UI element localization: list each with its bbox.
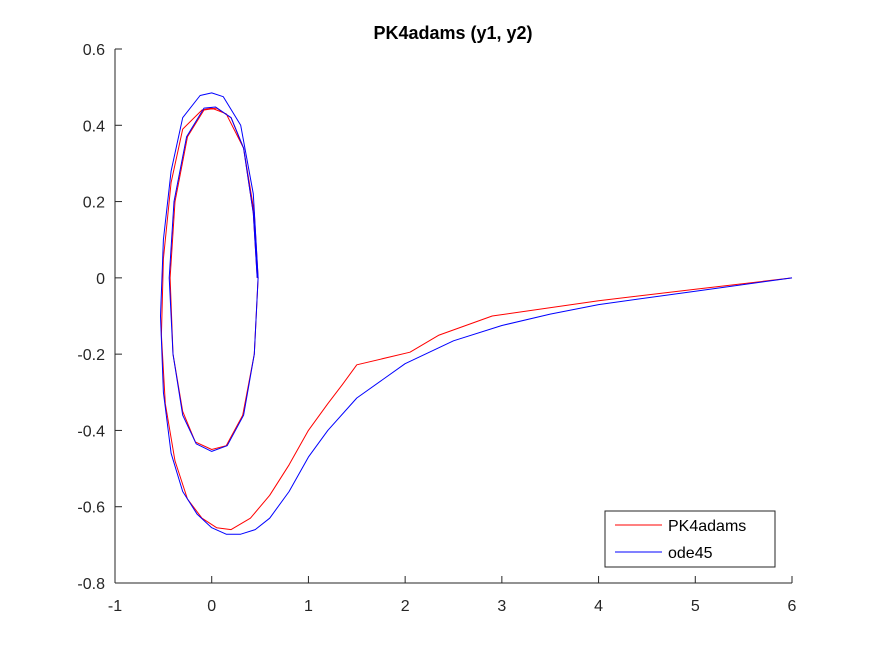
y-tick-label: 0.4 xyxy=(83,118,105,135)
chart-title: PK4adams (y1, y2) xyxy=(373,23,532,43)
x-tick-label: 6 xyxy=(788,598,797,615)
legend-box xyxy=(604,510,776,568)
x-tick-label: 4 xyxy=(594,598,603,615)
legend: PK4adams ode45 xyxy=(604,510,776,568)
legend-label-ode45: ode45 xyxy=(668,545,713,562)
y-ticks-group: -0.8 -0.6 -0.4 -0.2 0 0.2 0.4 0.6 xyxy=(77,42,122,593)
y-tick-label: -0.6 xyxy=(77,500,105,517)
x-tick-label: -1 xyxy=(108,598,122,615)
x-tick-label: 2 xyxy=(401,598,410,615)
y-tick-label: 0.6 xyxy=(83,42,105,59)
plot-series-group xyxy=(160,92,793,535)
y-tick-label: -0.4 xyxy=(77,423,105,440)
y-tick-label: 0 xyxy=(96,271,105,288)
legend-label-pk4adams: PK4adams xyxy=(668,518,746,535)
y-tick-label: -0.2 xyxy=(77,347,105,364)
series-line-ode45 xyxy=(160,92,793,535)
x-tick-label: 5 xyxy=(691,598,700,615)
x-tick-label: 1 xyxy=(304,598,313,615)
x-tick-label: 0 xyxy=(207,598,216,615)
axes-group xyxy=(114,49,792,584)
x-tick-label: 3 xyxy=(497,598,506,615)
series-line-pk4adams xyxy=(160,107,793,531)
y-tick-label: -0.8 xyxy=(77,576,105,593)
y-tick-label: 0.2 xyxy=(83,195,105,212)
x-ticks-group: -1 0 1 2 3 4 5 6 xyxy=(108,576,797,615)
